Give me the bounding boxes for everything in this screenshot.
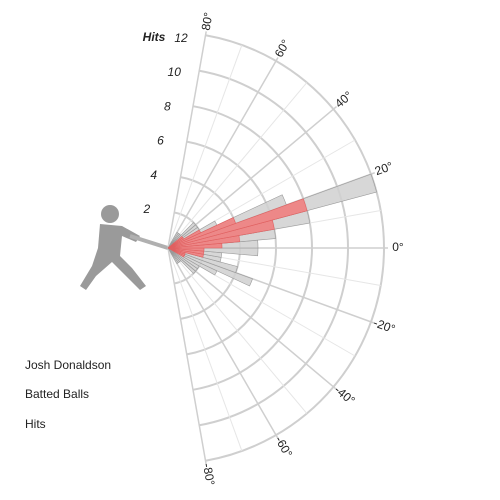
r-tick-label: 2 — [142, 202, 150, 216]
angle-tick-label: -80° — [200, 462, 218, 486]
r-tick-label: 12 — [174, 31, 188, 45]
angle-tick-label: -20° — [372, 316, 398, 337]
wedge — [167, 247, 238, 274]
spoke-grid-line — [167, 247, 207, 465]
minor-spoke — [167, 247, 243, 452]
spoke-grid-line — [167, 57, 279, 249]
batter-silhouette — [80, 205, 169, 290]
minor-spoke — [167, 82, 308, 249]
spoke-grid-line — [167, 31, 207, 249]
legend-entry: Batted Balls — [25, 387, 89, 401]
r-tick-label: 10 — [168, 65, 182, 79]
angle-tick-label: 20° — [373, 159, 395, 178]
angle-tick-label: 80° — [199, 11, 216, 31]
r-tick-label: 8 — [164, 99, 171, 113]
r-tick-label: 6 — [157, 134, 164, 148]
minor-spoke — [167, 247, 308, 414]
wedge — [167, 222, 197, 249]
spoke-grid-line — [167, 247, 338, 390]
spoke-grid-line — [167, 247, 279, 439]
minor-spoke — [167, 44, 243, 249]
spoke-grid-line — [167, 106, 338, 249]
angle-tick-label: 0° — [392, 240, 404, 254]
wedge — [167, 198, 308, 249]
r-axis-title: Hits — [143, 30, 166, 44]
angle-tick-label: -40° — [332, 383, 358, 408]
wedge — [167, 232, 179, 249]
wedge — [167, 236, 184, 249]
angle-tick-label: 60° — [272, 37, 293, 60]
legend-player: Josh Donaldson — [25, 358, 111, 372]
r-tick-label: 4 — [150, 168, 157, 182]
angle-tick-label: -60° — [272, 434, 295, 460]
legend-entry: Hits — [25, 417, 46, 431]
wedge — [167, 247, 253, 287]
